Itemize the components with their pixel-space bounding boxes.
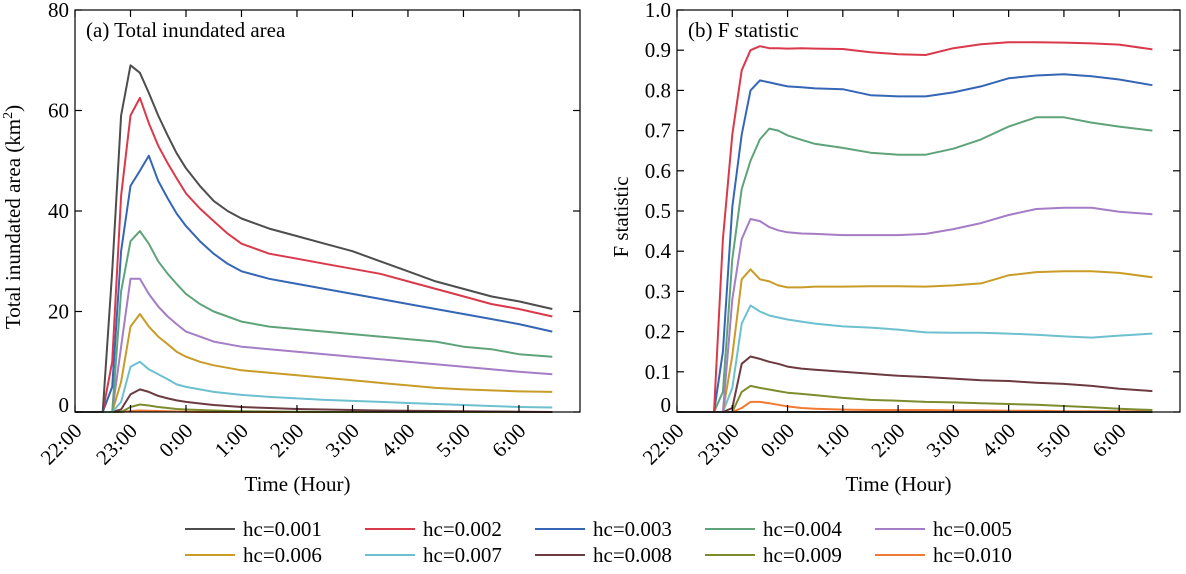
series-line-hc-0-002 <box>75 96 553 413</box>
legend-item: hc=0.010 <box>875 542 1012 567</box>
series-line-hc-0-005 <box>75 277 553 413</box>
x-tick-label: 1:00 <box>811 419 854 462</box>
y-tick-label: 1.0 <box>645 0 671 22</box>
y-tick-label: 0.8 <box>645 78 671 102</box>
y-tick-label: 0.3 <box>645 279 671 303</box>
x-tick-label: 1:00 <box>210 419 253 462</box>
x-tick-label: 0:00 <box>756 419 799 462</box>
legend-item: hc=0.003 <box>535 516 672 541</box>
y-tick-label: 40 <box>48 199 69 223</box>
legend-label: hc=0.005 <box>933 516 1012 541</box>
legend-item: hc=0.004 <box>705 516 842 541</box>
x-tick-label: 22:00 <box>638 419 689 470</box>
legend-label: hc=0.002 <box>423 516 502 541</box>
chart-panel-a: 0 20 40 60 80 22:00 23:00 0:00 1:00 2:00 3:00 4:00 5… <box>1 0 581 496</box>
legend-label: hc=0.009 <box>763 542 842 567</box>
x-tick-label: 5:00 <box>432 419 475 462</box>
legend-item: hc=0.001 <box>185 516 322 541</box>
legend-label: hc=0.003 <box>593 516 672 541</box>
y-axis-label-superscript: 2 <box>1 112 16 119</box>
legend-label: hc=0.010 <box>933 542 1012 567</box>
y-tick-label: 60 <box>48 99 69 123</box>
legend-swatch <box>365 528 415 530</box>
legend-swatch <box>535 554 585 556</box>
y-axis-label: F statistic <box>609 176 633 257</box>
legend-swatch <box>185 528 235 530</box>
x-tick-label: 3:00 <box>922 419 965 462</box>
legend-item: hc=0.007 <box>365 542 502 567</box>
legend-label: hc=0.008 <box>593 542 672 567</box>
x-tick-label: 22:00 <box>36 419 87 470</box>
legend-label: hc=0.001 <box>243 516 322 541</box>
x-tick-label: 3:00 <box>321 419 364 462</box>
series-line-hc-0-010 <box>677 400 1153 413</box>
y-tick-label: 80 <box>48 0 69 22</box>
x-tick-label: 2:00 <box>265 419 308 462</box>
chart-title: (a) Total inundated area <box>86 18 286 42</box>
x-tick-label: 4:00 <box>376 419 419 462</box>
plot-frame <box>676 9 1181 413</box>
y-tick-label: 0 <box>59 393 70 417</box>
chart-panel-b: 0 0.1 0.2 0.3 0.4 0.5 0.6 0.7 0.8 0.9 1.0 22:00 23:0… <box>609 0 1181 496</box>
series-line-hc-0-008 <box>75 388 553 413</box>
series-line-hc-0-006 <box>677 268 1153 413</box>
x-tick-label: 5:00 <box>1032 419 1075 462</box>
x-tick-label: 6:00 <box>1087 419 1130 462</box>
series-line-hc-0-001 <box>75 64 553 413</box>
y-tick-label: 0.5 <box>645 199 671 223</box>
legend: hc=0.001 hc=0.002 hc=0.003 hc=0.004 hc=0.005… <box>185 516 1065 567</box>
x-tick-label: 0:00 <box>154 419 197 462</box>
series-line-hc-0-003 <box>677 73 1153 413</box>
y-tick-label: 0.1 <box>645 360 671 384</box>
y-tick-label: 0.6 <box>645 159 671 183</box>
y-tick-label: 0.9 <box>645 38 671 62</box>
y-tick-label: 0.7 <box>645 119 671 143</box>
legend-item: hc=0.008 <box>535 542 672 567</box>
series-line-hc-0-006 <box>75 313 553 413</box>
legend-swatch <box>705 528 755 530</box>
x-axis-label: Time (Hour) <box>846 472 952 496</box>
legend-swatch <box>535 528 585 530</box>
series-line-hc-0-007 <box>75 360 553 413</box>
legend-item: hc=0.006 <box>185 542 322 567</box>
y-axis-label: Total inundated area (km2) <box>1 105 25 329</box>
series-line-hc-0-005 <box>677 206 1153 413</box>
series-line-hc-0-007 <box>677 304 1153 413</box>
series-line-hc-0-004 <box>677 116 1153 413</box>
legend-label: hc=0.006 <box>243 542 322 567</box>
y-axis-label-main: Total inundated area (km <box>1 119 25 329</box>
y-tick-label: 0.4 <box>645 239 672 263</box>
legend-swatch <box>875 554 925 556</box>
legend-item: hc=0.002 <box>365 516 502 541</box>
x-tick-label: 6:00 <box>487 419 530 462</box>
y-tick-label: 0.2 <box>645 320 671 344</box>
series-line-hc-0-004 <box>75 230 553 413</box>
legend-item: hc=0.009 <box>705 542 842 567</box>
series-line-hc-0-002 <box>677 41 1153 413</box>
x-tick-label: 23:00 <box>693 419 744 470</box>
chart-title: (b) F statistic <box>688 18 799 42</box>
x-tick-label: 23:00 <box>91 419 142 470</box>
series-line-hc-0-008 <box>677 355 1153 413</box>
legend-swatch <box>185 554 235 556</box>
legend-swatch <box>365 554 415 556</box>
legend-item: hc=0.005 <box>875 516 1012 541</box>
series-line-hc-0-003 <box>75 154 553 413</box>
x-tick-label: 4:00 <box>977 419 1020 462</box>
legend-label: hc=0.007 <box>423 542 502 567</box>
legend-swatch <box>875 528 925 530</box>
legend-label: hc=0.004 <box>763 516 842 541</box>
y-tick-label: 20 <box>48 300 69 324</box>
legend-swatch <box>705 554 755 556</box>
y-tick-label: 0 <box>661 393 672 417</box>
series-line-hc-0-009 <box>677 384 1153 413</box>
x-axis-label: Time (Hour) <box>245 472 351 496</box>
x-tick-label: 2:00 <box>866 419 909 462</box>
y-axis-label-end: ) <box>1 105 25 112</box>
